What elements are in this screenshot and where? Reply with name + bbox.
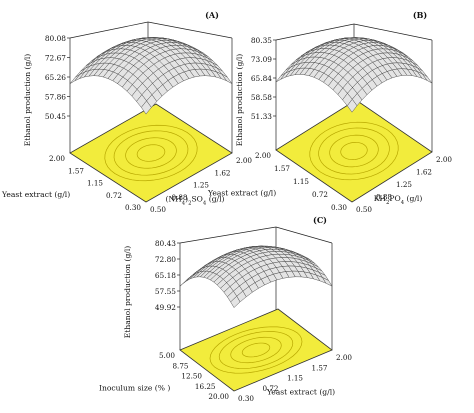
surface-cell — [221, 74, 233, 84]
z-tick-label: 65.84 — [251, 74, 272, 83]
z-tick-label: 80.43 — [155, 239, 176, 248]
contour-line — [318, 127, 390, 175]
z-tick-label: 65.26 — [45, 73, 66, 82]
x-tick-label: 2.00 — [49, 154, 65, 163]
z-tick-label: 58.58 — [251, 93, 272, 102]
contour-line — [340, 142, 368, 160]
response-surface — [275, 37, 433, 113]
x-tick-label: 1.15 — [293, 177, 309, 186]
x-axis-label: Yeast extract (g/l) — [1, 190, 70, 199]
response-surface — [179, 245, 333, 308]
y-tick-label: 1.25 — [396, 180, 412, 189]
y-tick-label: 0.30 — [238, 394, 254, 403]
panel-label: (B) — [413, 10, 428, 20]
y-axis-label: Yeast extract (g/l) — [266, 388, 335, 397]
x-tick-label: 0.72 — [312, 190, 328, 199]
x-axis-label: Inoculum size (% ) — [99, 383, 170, 392]
z-tick-label: 72.67 — [45, 54, 66, 63]
x-tick-label: 0.30 — [125, 203, 141, 212]
panel-c: 80.43 72.80 65.18 57.55 49.92 20.0016.2512.50… — [99, 215, 352, 403]
z-tick-label: 51.33 — [251, 112, 272, 121]
response-surface — [69, 37, 233, 115]
contour-line — [136, 144, 166, 162]
z-tick-label: 57.55 — [155, 287, 176, 296]
contour-plane — [69, 103, 233, 203]
contour-line — [241, 342, 271, 358]
contour-line — [113, 130, 189, 176]
contour-line — [230, 336, 282, 364]
y-tick-label: 1.15 — [287, 374, 303, 383]
panel-label: (C) — [313, 215, 327, 225]
z-tick-label: 80.08 — [45, 34, 66, 43]
surface-cell — [422, 73, 433, 84]
contour-line — [209, 326, 303, 374]
z-tick-label: 50.45 — [45, 112, 66, 121]
x-tick-label: 5.00 — [159, 351, 175, 360]
panel-b: 80.35 73.09 65.84 58.58 51.33 0.300.721.151.5… — [207, 10, 452, 214]
y-tick-label: 1.62 — [215, 168, 231, 177]
contour-line — [125, 137, 177, 169]
y-tick-label: 0.88 — [376, 193, 392, 202]
z-axis-label: Ethanol production (g/l) — [123, 246, 132, 339]
x-tick-label: 16.25 — [195, 382, 216, 391]
box-edge-top-right — [147, 21, 233, 39]
z-tick-label: 72.80 — [155, 255, 176, 264]
contour-line — [329, 134, 379, 168]
contour-line — [309, 121, 399, 181]
y-tick-label: 2.00 — [436, 155, 452, 164]
box-edge-top-right — [275, 226, 333, 244]
y-tick-label: 1.57 — [312, 363, 328, 372]
y-tick-label: 0.50 — [356, 205, 372, 214]
x-tick-label: 12.50 — [181, 372, 202, 381]
contour-plane — [179, 308, 333, 392]
x-axis-label: Yeast extract (g/l) — [207, 188, 276, 197]
box-edge-top-left — [275, 23, 355, 41]
panel-label: (A) — [205, 10, 219, 20]
y-tick-label: 0.72 — [263, 384, 279, 393]
y-tick-label: 0.50 — [150, 205, 166, 214]
y-tick-label: 1.25 — [193, 181, 209, 190]
z-tick-label: 80.35 — [251, 36, 272, 45]
x-tick-label: 2.00 — [255, 151, 271, 160]
y-axis-label: KH2PO4 (g/l) — [374, 194, 423, 206]
z-tick-label: 65.18 — [155, 271, 176, 280]
z-tick-label: 49.92 — [155, 303, 176, 312]
surface-cell — [321, 276, 333, 287]
z-tick-label: 73.09 — [251, 55, 272, 64]
y-axis-label: (NH4)2SO4 (g/l) — [166, 195, 225, 207]
box-edge-top-left — [69, 21, 149, 39]
x-tick-label: 0.72 — [106, 191, 122, 200]
contour-line — [218, 331, 294, 369]
y-tick-label: 2.00 — [236, 156, 252, 165]
x-tick-label: 8.75 — [172, 361, 188, 370]
contour-line — [104, 124, 198, 182]
z-axis-label: Ethanol production (g/l) — [235, 54, 244, 147]
x-tick-label: 1.57 — [68, 166, 84, 175]
y-tick-label: 0.88 — [172, 193, 188, 202]
x-tick-label: 1.15 — [87, 179, 103, 188]
y-tick-label: 1.62 — [416, 168, 432, 177]
box-edge-top-right — [353, 23, 433, 41]
x-tick-label: 20.00 — [208, 392, 229, 401]
x-tick-label: 1.57 — [274, 164, 290, 173]
z-tick-label: 57.86 — [45, 93, 66, 102]
x-tick-label: 0.30 — [331, 203, 347, 212]
box-edge-top-left — [179, 226, 277, 244]
z-axis-label: Ethanol production (g/l) — [23, 54, 32, 147]
y-tick-label: 2.00 — [336, 353, 352, 362]
panel-a: 80.08 72.67 65.26 57.86 50.45 0.300.721.151.5… — [1, 10, 252, 214]
